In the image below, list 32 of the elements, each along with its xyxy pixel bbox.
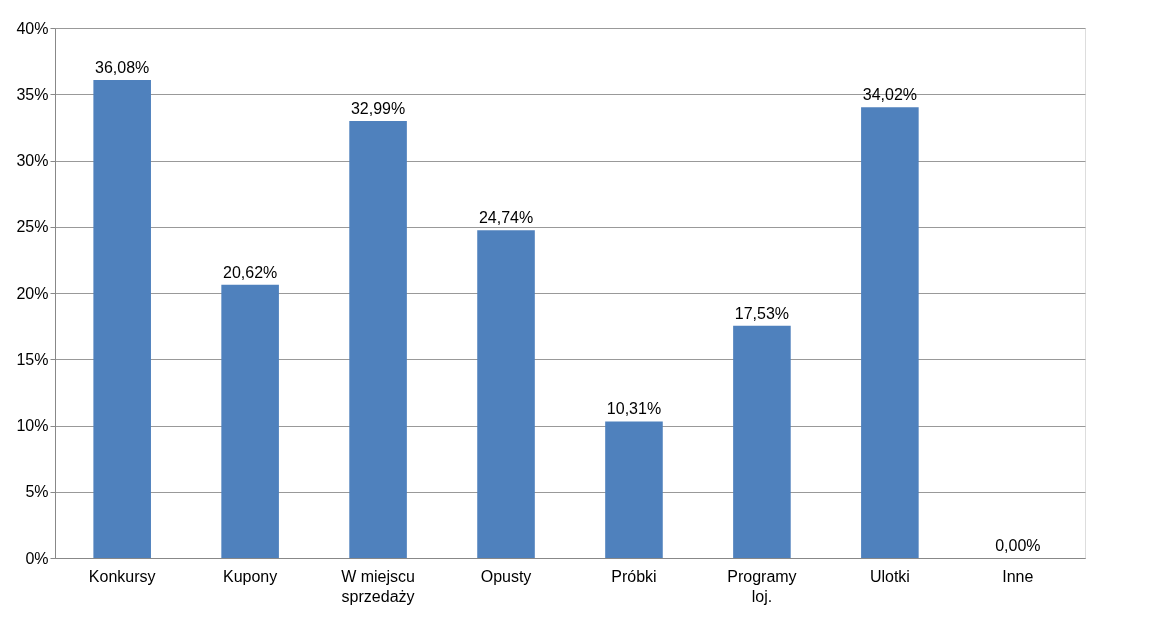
y-tick-label: 5% — [25, 483, 49, 501]
x-tick-label: Inne — [1002, 567, 1034, 585]
data-label: 17,53% — [734, 304, 790, 322]
y-tick-label: 40% — [16, 19, 49, 37]
y-tick-label: 20% — [16, 284, 49, 302]
bar — [861, 107, 919, 558]
data-label: 34,02% — [862, 86, 918, 104]
y-tick-label: 30% — [16, 152, 49, 169]
y-tick-label: 0% — [25, 549, 49, 567]
bar — [349, 120, 407, 558]
x-tick-label: Kupony — [222, 567, 278, 585]
data-label: 20,62% — [222, 263, 278, 281]
data-label: 24,74% — [478, 209, 534, 227]
bar — [477, 230, 535, 558]
x-tick-label: Programy loj. — [727, 567, 797, 605]
data-label: 0,00% — [995, 537, 1041, 554]
bar — [733, 325, 791, 558]
x-tick-label: Opusty — [480, 567, 532, 585]
x-tick-label: Ulotki — [869, 567, 910, 585]
y-tick-label: 10% — [16, 417, 49, 434]
y-tick-label: 35% — [16, 85, 49, 103]
data-label: 10,31% — [606, 400, 662, 418]
bar — [221, 284, 279, 558]
bar — [605, 421, 663, 558]
y-tick-label: 25% — [16, 218, 49, 236]
x-tick-label: Próbki — [611, 567, 657, 585]
y-tick-label: 15% — [16, 350, 49, 368]
x-tick-label: Konkursy — [88, 567, 156, 585]
bar — [93, 79, 151, 558]
data-label: 36,08% — [95, 58, 150, 76]
data-label: 32,99% — [350, 99, 406, 117]
x-tick-label: W miejscu sprzedaży — [341, 567, 415, 605]
